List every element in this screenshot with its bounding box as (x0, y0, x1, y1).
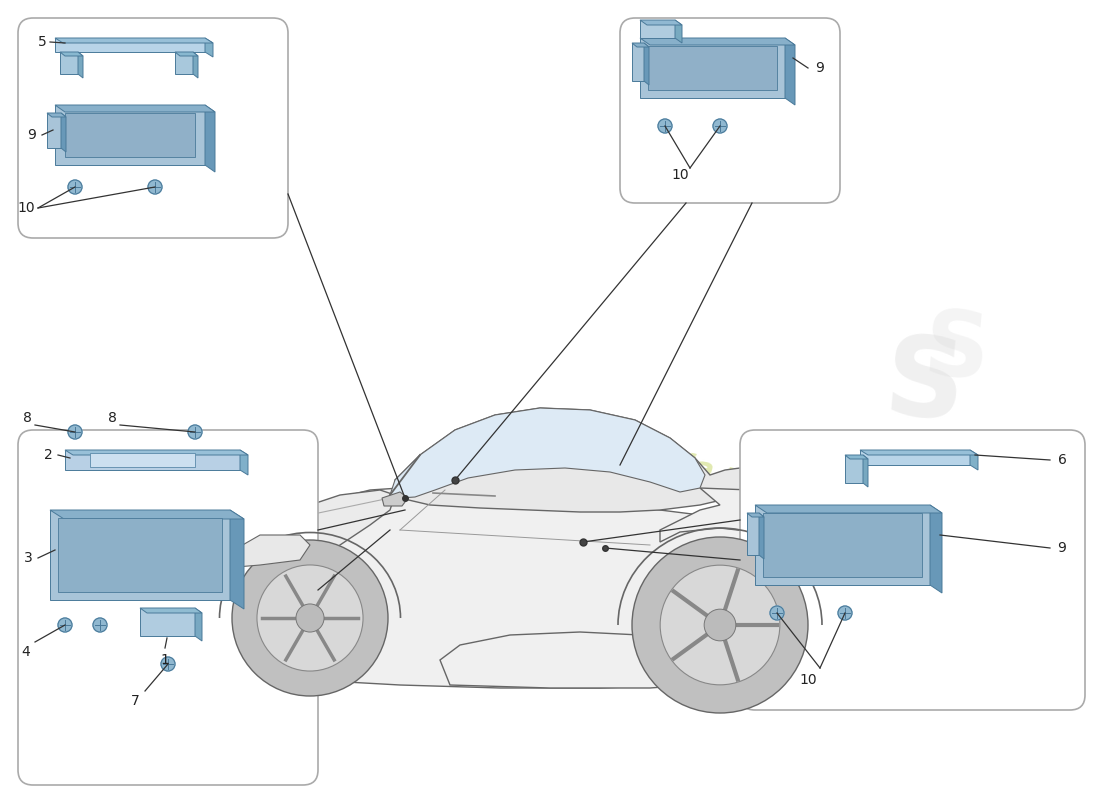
Text: 10: 10 (800, 673, 817, 687)
Polygon shape (675, 20, 682, 43)
Text: la passion: la passion (680, 451, 856, 516)
Polygon shape (640, 38, 785, 98)
Polygon shape (90, 453, 195, 467)
Text: 4: 4 (22, 645, 31, 659)
Polygon shape (65, 450, 248, 455)
Polygon shape (640, 20, 682, 25)
Polygon shape (47, 113, 60, 148)
FancyBboxPatch shape (740, 430, 1085, 710)
Polygon shape (140, 608, 195, 636)
Polygon shape (755, 505, 942, 513)
Polygon shape (50, 510, 230, 600)
Polygon shape (648, 46, 777, 90)
Text: 10: 10 (18, 201, 35, 215)
Polygon shape (195, 608, 202, 641)
Polygon shape (632, 43, 649, 47)
Circle shape (68, 180, 82, 194)
Circle shape (296, 604, 324, 632)
Circle shape (232, 540, 388, 696)
Polygon shape (60, 52, 82, 56)
Polygon shape (55, 38, 205, 52)
Text: S: S (880, 330, 969, 443)
Circle shape (770, 606, 784, 620)
Circle shape (713, 119, 727, 133)
FancyBboxPatch shape (18, 18, 288, 238)
Polygon shape (759, 513, 764, 559)
Circle shape (838, 606, 853, 620)
Polygon shape (747, 513, 759, 555)
Circle shape (94, 618, 107, 632)
Polygon shape (747, 513, 764, 517)
Circle shape (658, 119, 672, 133)
Polygon shape (632, 43, 644, 81)
Text: dal 1985: dal 1985 (720, 478, 899, 547)
Polygon shape (440, 488, 845, 688)
Polygon shape (970, 450, 978, 470)
Polygon shape (140, 608, 202, 613)
Polygon shape (50, 510, 244, 519)
Circle shape (68, 425, 82, 439)
Text: 9: 9 (28, 128, 36, 142)
Polygon shape (640, 38, 795, 45)
Text: 1: 1 (161, 653, 169, 667)
Polygon shape (185, 488, 845, 688)
Text: 8: 8 (23, 411, 32, 425)
Polygon shape (175, 52, 192, 74)
Text: 5: 5 (37, 35, 46, 49)
Polygon shape (382, 492, 408, 506)
Polygon shape (845, 455, 868, 459)
Polygon shape (65, 450, 240, 470)
FancyBboxPatch shape (620, 18, 840, 203)
Polygon shape (755, 505, 930, 585)
Polygon shape (60, 113, 66, 152)
Text: 10: 10 (671, 168, 689, 182)
Polygon shape (205, 105, 214, 172)
Polygon shape (763, 513, 922, 577)
Polygon shape (185, 648, 240, 690)
Polygon shape (47, 113, 66, 117)
Polygon shape (58, 518, 222, 592)
Polygon shape (845, 455, 864, 483)
Polygon shape (185, 490, 395, 650)
Polygon shape (55, 105, 215, 112)
Polygon shape (60, 52, 78, 74)
Polygon shape (860, 450, 970, 465)
Circle shape (148, 180, 162, 194)
Circle shape (257, 565, 363, 671)
Polygon shape (205, 38, 213, 57)
Polygon shape (930, 505, 942, 593)
Text: S: S (920, 306, 992, 399)
Polygon shape (395, 408, 760, 512)
Polygon shape (220, 535, 310, 568)
Polygon shape (860, 450, 978, 455)
Polygon shape (640, 20, 675, 38)
Polygon shape (192, 52, 198, 78)
Polygon shape (864, 455, 868, 487)
Text: 7: 7 (131, 694, 140, 708)
Polygon shape (230, 510, 244, 609)
Polygon shape (65, 113, 195, 157)
Polygon shape (785, 38, 795, 105)
Circle shape (188, 425, 202, 439)
Polygon shape (390, 408, 705, 498)
Text: 9: 9 (1057, 541, 1066, 555)
FancyBboxPatch shape (18, 430, 318, 785)
Polygon shape (78, 52, 82, 78)
Text: 3: 3 (23, 551, 32, 565)
Text: 6: 6 (1057, 453, 1066, 467)
Text: 2: 2 (44, 448, 53, 462)
Circle shape (704, 609, 736, 641)
Polygon shape (240, 450, 248, 475)
Text: 9: 9 (815, 61, 824, 75)
Circle shape (632, 537, 808, 713)
Polygon shape (175, 52, 198, 56)
Circle shape (660, 565, 780, 685)
Polygon shape (644, 43, 649, 85)
Circle shape (58, 618, 72, 632)
Polygon shape (55, 38, 213, 43)
Text: 8: 8 (108, 411, 117, 425)
Polygon shape (55, 105, 205, 165)
Circle shape (161, 657, 175, 671)
